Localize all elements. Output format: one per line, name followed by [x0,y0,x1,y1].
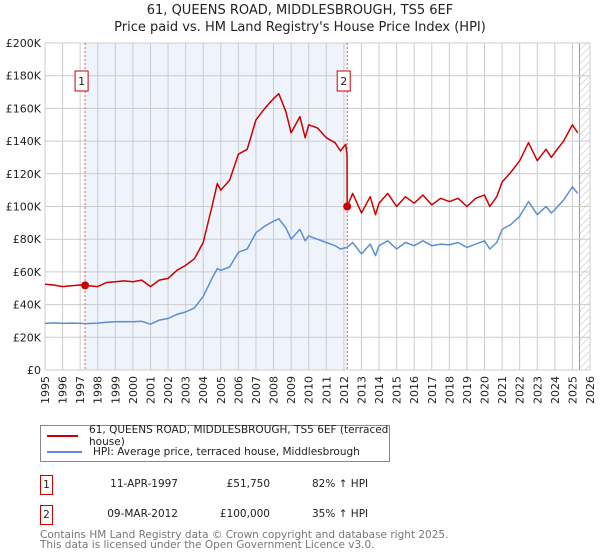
x-tick-label: 2023 [531,376,544,404]
legend-label: 61, QUEENS ROAD, MIDDLESBROUGH, TS5 6EF … [89,424,389,448]
footer-line-1: Contains HM Land Registry data © Crown c… [40,529,449,541]
red-line-swatch-icon [47,435,79,437]
x-tick-label: 2000 [127,376,140,404]
x-tick-label: 2004 [197,376,210,404]
x-tick-label: 2007 [250,376,263,404]
y-tick-label: £120K [6,168,42,181]
transaction-date: 11-APR-1997 [110,478,178,490]
x-tick-label: 2011 [320,376,333,404]
transaction-price: £100,000 [219,508,270,520]
y-tick-label: £140K [6,135,42,148]
x-tick-label: 2025 [566,376,579,404]
y-tick-label: £20K [13,331,42,344]
x-tick-label: 2022 [514,376,527,404]
y-tick-label: £60K [13,266,42,279]
x-tick-label: 2016 [408,376,421,404]
x-tick-label: 2020 [479,376,492,404]
x-tick-label: 2009 [285,376,298,404]
transaction-price: £51,750 [226,478,270,490]
property-price-line [44,92,579,288]
y-tick-label: £160K [6,102,42,115]
x-tick-label: 2015 [391,376,404,404]
legend-item-property: 61, QUEENS ROAD, MIDDLESBROUGH, TS5 6EF … [47,424,389,448]
x-tick-label: 2008 [268,376,281,404]
y-tick-label: £200K [6,37,42,50]
sale-label-text: 1 [78,75,85,88]
transaction-badge: 1 [40,475,53,495]
title-line-2: Price paid vs. HM Land Registry's House … [114,20,486,35]
x-tick-label: 1995 [39,376,52,404]
x-tick-label: 2026 [584,376,597,404]
y-tick-label: £40K [13,299,42,312]
x-tick-label: 2018 [443,376,456,404]
transaction-badge: 2 [40,505,53,525]
price-chart: 1995 1996 1997 1998 1999 2000 2001 2002 2003 2004… [6,37,597,404]
transaction-row: 1 11-APR-1997 £51,750 82% ↑ HPI [40,475,440,495]
x-tick-label: 2001 [144,376,157,404]
sale-label-badge: 2 [336,70,351,92]
hpi-line [44,186,579,325]
transaction-hpi: 35% ↑ HPI [312,508,369,520]
transaction-row: 2 09-MAR-2012 £100,000 35% ↑ HPI [40,505,440,525]
legend: 61, QUEENS ROAD, MIDDLESBROUGH, TS5 6EF … [40,424,390,462]
x-tick-label: 1998 [92,376,105,404]
x-tick-label: 2019 [461,376,474,404]
x-tick-label: 2013 [355,376,368,404]
y-tick-label: £180K [6,70,42,83]
x-tick-label: 2014 [373,376,386,404]
transaction-hpi: 82% ↑ HPI [312,478,369,490]
plot-border [44,42,591,371]
x-tick-label: 1999 [109,376,122,404]
sale-point [343,202,352,211]
chart-title: 61, QUEENS ROAD, MIDDLESBROUGH, TS5 6EF … [0,2,600,36]
sale-label-badge: 1 [74,70,89,92]
sale-label-box [336,70,351,92]
x-tick-label: 2012 [338,376,351,404]
x-tick-label: 2010 [303,376,316,404]
transaction-date: 09-MAR-2012 [107,508,178,520]
sale-point [81,281,90,290]
sale-label-box [74,70,89,92]
x-tick-label: 2003 [180,376,193,404]
x-tick-label: 1997 [74,376,87,404]
blue-line-swatch-icon [47,451,82,453]
x-tick-label: 1996 [57,376,70,404]
x-tick-label: 2017 [426,376,439,404]
x-tick-label: 2002 [162,376,175,404]
footer-line-2: This data is licensed under the Open Gov… [40,539,375,551]
title-line-1: 61, QUEENS ROAD, MIDDLESBROUGH, TS5 6EF [146,3,454,18]
footer: Contains HM Land Registry data © Crown c… [40,529,449,551]
x-tick-label: 2024 [549,376,562,404]
x-tick-label: 2005 [215,376,228,404]
x-tick-label: 2021 [496,376,509,404]
sale-label-text: 2 [340,75,347,88]
x-tick-label: 2006 [232,376,245,404]
y-tick-label: £0 [27,364,41,377]
y-tick-label: £100K [6,201,42,214]
y-tick-label: £80K [13,233,42,246]
legend-item-hpi: HPI: Average price, terraced house, Midd… [47,445,360,459]
legend-label: HPI: Average price, terraced house, Midd… [93,446,360,458]
